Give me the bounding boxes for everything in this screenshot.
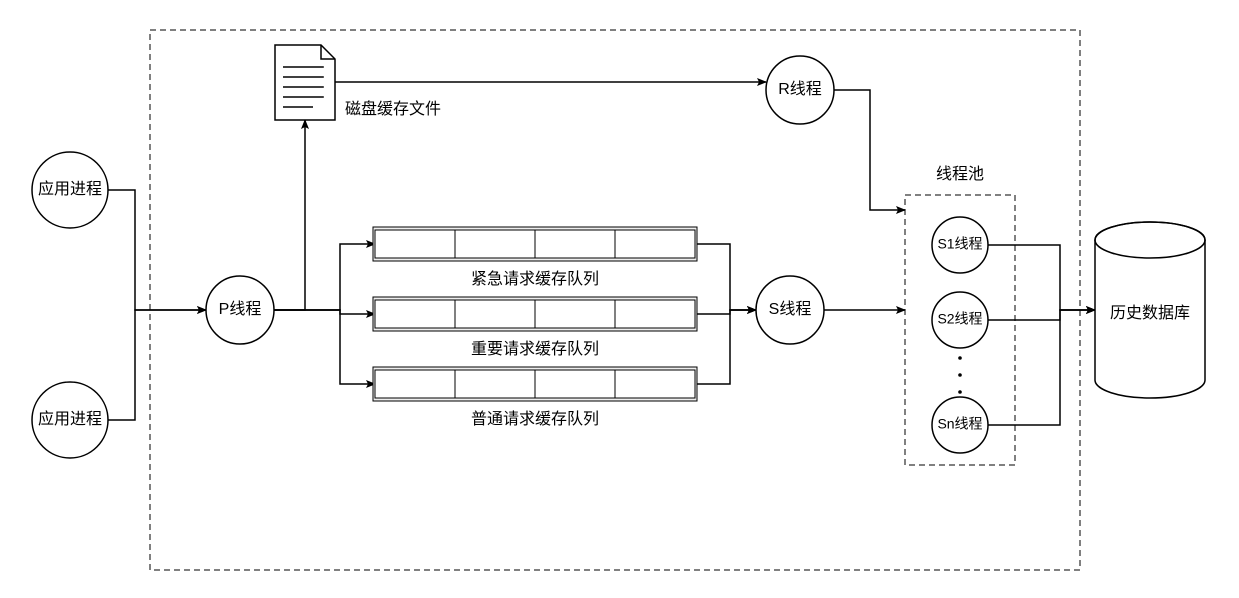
queue-important: 重要请求缓存队列: [373, 297, 697, 358]
node-app_process_2: 应用进程: [32, 382, 108, 458]
queue-normal: 普通请求缓存队列: [373, 367, 697, 428]
node-history_db-label: 历史数据库: [1110, 304, 1190, 322]
node-p_thread-label: P线程: [219, 300, 262, 318]
edge-s1-to-db: [988, 245, 1095, 310]
queue-urgent: 紧急请求缓存队列: [373, 227, 697, 288]
node-sn_thread-label: Sn线程: [937, 416, 982, 432]
node-vdots: [958, 356, 962, 394]
edge-app2-to-p: [108, 310, 206, 420]
edge-q3-to-s: [695, 310, 756, 384]
node-s2_thread-label: S2线程: [937, 311, 982, 327]
node-s2_thread: S2线程: [932, 292, 988, 348]
edge-app1-to-p: [108, 190, 206, 310]
node-history_db: 历史数据库: [1095, 222, 1205, 398]
node-s_thread: S线程: [756, 276, 824, 344]
edge-p-to-q3: [274, 310, 375, 384]
edge-p-to-q1: [274, 244, 375, 310]
node-thread_pool-label: 线程池: [936, 165, 984, 183]
node-app_process_1-label: 应用进程: [38, 179, 102, 198]
node-disk_file-label: 磁盘缓存文件: [345, 99, 441, 118]
queue-important-label: 重要请求缓存队列: [471, 340, 599, 358]
node-s1_thread-label: S1线程: [937, 236, 982, 252]
node-s1_thread: S1线程: [932, 217, 988, 273]
node-r_thread-label: R线程: [778, 80, 822, 98]
edge-s2-to-db: [988, 310, 1095, 320]
edge-r-to-pool: [834, 90, 905, 210]
node-sn_thread: Sn线程: [932, 397, 988, 453]
node-s_thread-label: S线程: [769, 300, 812, 318]
queue-urgent-label: 紧急请求缓存队列: [471, 270, 599, 288]
edge-p-to-disk: [274, 120, 305, 310]
diagram-canvas: 紧急请求缓存队列重要请求缓存队列普通请求缓存队列应用进程应用进程P线程R线程S线…: [0, 0, 1239, 598]
edge-q1-to-s: [695, 244, 756, 310]
queue-normal-label: 普通请求缓存队列: [471, 410, 599, 428]
node-app_process_1: 应用进程: [32, 152, 108, 228]
node-app_process_2-label: 应用进程: [38, 409, 102, 428]
node-p_thread: P线程: [206, 276, 274, 344]
node-r_thread: R线程: [766, 56, 834, 124]
edge-sn-to-db: [988, 310, 1095, 425]
